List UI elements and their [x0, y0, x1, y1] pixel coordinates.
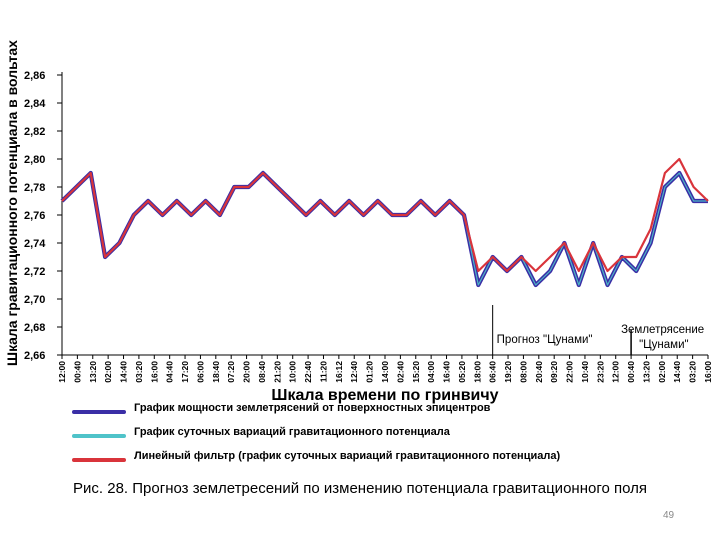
x-tick-label: 03:20 [688, 361, 698, 383]
x-tick-label: 18:00 [472, 361, 482, 383]
x-tick-label: 00:40 [72, 361, 82, 383]
x-tick-label: 06:00 [195, 361, 205, 383]
y-tick-label: 2,82 [24, 126, 45, 138]
annotation-quake-line2: "Цунами" [639, 339, 689, 351]
y-tick-label: 2,72 [24, 266, 45, 278]
x-tick-label: 12:40 [349, 361, 359, 383]
x-tick-label: 16:00 [149, 361, 159, 383]
x-tick-label: 23:20 [595, 361, 605, 383]
page-number: 49 [663, 510, 675, 521]
x-tick-label: 20:00 [242, 361, 252, 383]
x-axis-label: Шкала времени по гринвичу [271, 387, 499, 404]
chart-canvas: 2,86 2,84 2,82 2,80 2,78 2,76 2,74 2,72 2,70 2,68… [24, 70, 713, 383]
figure-caption: Рис. 28. Прогноз землетресений по измене… [73, 480, 647, 497]
x-tick-label: 17:20 [180, 361, 190, 383]
x-tick-label: 13:20 [641, 361, 651, 383]
x-tick-label: 11:20 [318, 361, 328, 383]
x-tick-label: 08:00 [518, 361, 528, 383]
x-tick-label: 15:20 [411, 361, 421, 383]
x-tick-label: 20:40 [534, 361, 544, 383]
x-tick-label: 16:12 [334, 361, 344, 383]
x-tick-label: 22:40 [303, 361, 313, 383]
x-tick-label: 10:00 [288, 361, 298, 383]
x-tick-label: 03:20 [134, 361, 144, 383]
x-tick-label: 02:00 [657, 361, 667, 383]
series-line-filter [61, 157, 709, 273]
legend-label-daily: График суточных вариаций гравитационного… [134, 426, 450, 438]
legend-swatch-daily [72, 434, 126, 438]
x-tick-label: 14:40 [672, 361, 682, 383]
x-tick-label: 16:40 [442, 361, 452, 383]
legend-swatch-power [72, 410, 126, 414]
x-tick-label: 12:00 [57, 361, 67, 383]
x-tick-label: 21:20 [272, 361, 282, 383]
x-tick-label: 14:40 [119, 361, 129, 383]
legend-label-power: График мощности землетрясений от поверхн… [134, 402, 491, 414]
y-tick-label: 2,70 [24, 294, 45, 306]
x-tick-label: 12:00 [611, 361, 621, 383]
x-tick-label: 00:40 [626, 361, 636, 383]
x-tick-label: 13:20 [88, 361, 98, 383]
x-tick-label: 04:00 [426, 361, 436, 383]
x-tick-label: 02:40 [395, 361, 405, 383]
x-tick-label: 22:00 [565, 361, 575, 383]
x-tick-label: 05:20 [457, 361, 467, 383]
x-tick-label: 01:20 [365, 361, 375, 383]
x-tick-label: 08:40 [257, 361, 267, 383]
x-tick-label: 18:40 [211, 361, 221, 383]
y-tick-label: 2,74 [24, 238, 46, 250]
y-tick-label: 2,84 [24, 98, 46, 110]
x-tick-label: 09:20 [549, 361, 559, 383]
legend-swatch-filter [72, 458, 126, 462]
x-tick-label: 10:40 [580, 361, 590, 383]
annotation-forecast: Прогноз "Цунами" [497, 334, 593, 346]
x-tick-label: 02:00 [103, 361, 113, 383]
x-tick-label: 16:00 [703, 361, 713, 383]
y-axis-label: Шкала гравитационного потенциала в вольт… [4, 40, 20, 366]
y-tick-label: 2,80 [24, 154, 45, 166]
y-tick-label: 2,86 [24, 70, 45, 82]
x-tick-label: 04:40 [165, 361, 175, 383]
x-tick-label: 07:20 [226, 361, 236, 383]
annotation-quake-line1: Землетрясение [621, 324, 704, 336]
x-tick-label: 06:40 [488, 361, 498, 383]
x-tick-label: 14:00 [380, 361, 390, 383]
legend-label-filter: Линейный фильтр (график суточных вариаци… [134, 450, 561, 462]
y-tick-label: 2,76 [24, 210, 45, 222]
y-tick-label: 2,78 [24, 182, 45, 194]
y-tick-label: 2,66 [24, 350, 45, 362]
y-tick-label: 2,68 [24, 322, 45, 334]
x-tick-label: 19:20 [503, 361, 513, 383]
